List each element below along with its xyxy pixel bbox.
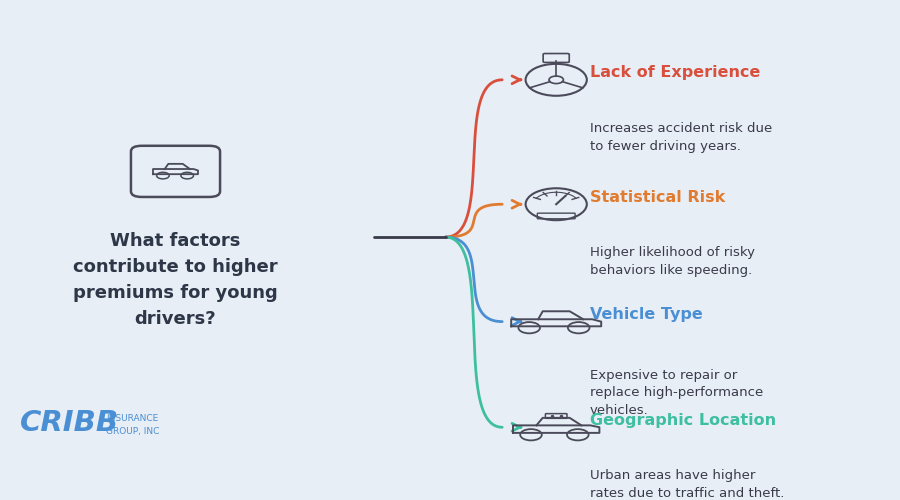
Text: Expensive to repair or
replace high-performance
vehicles.: Expensive to repair or replace high-perf… — [590, 368, 763, 416]
Text: Vehicle Type: Vehicle Type — [590, 307, 702, 322]
Text: CRIBB: CRIBB — [20, 408, 119, 436]
Text: Increases accident risk due
to fewer driving years.: Increases accident risk due to fewer dri… — [590, 122, 772, 152]
Text: What factors
contribute to higher
premiums for young
drivers?: What factors contribute to higher premiu… — [73, 232, 278, 328]
Text: Lack of Experience: Lack of Experience — [590, 66, 760, 80]
Text: Higher likelihood of risky
behaviors like speeding.: Higher likelihood of risky behaviors lik… — [590, 246, 754, 277]
Text: Urban areas have higher
rates due to traffic and theft.: Urban areas have higher rates due to tra… — [590, 470, 784, 500]
Text: INSURANCE
GROUP, INC: INSURANCE GROUP, INC — [106, 414, 159, 436]
Text: Statistical Risk: Statistical Risk — [590, 190, 724, 204]
Text: Geographic Location: Geographic Location — [590, 412, 776, 428]
